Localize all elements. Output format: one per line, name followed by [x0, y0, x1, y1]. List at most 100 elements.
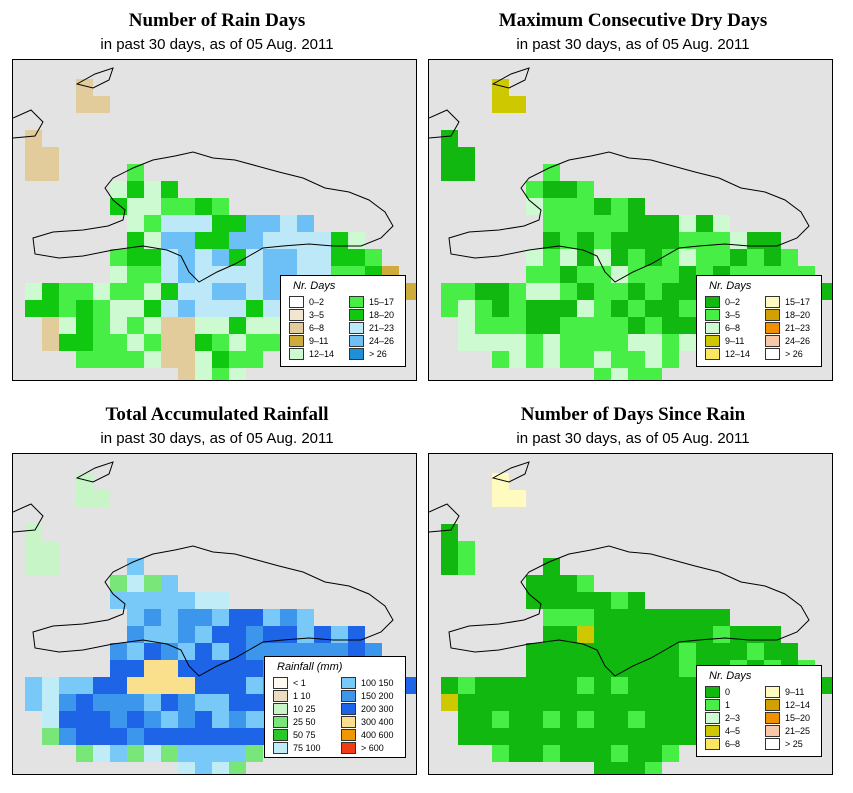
legend-swatch [349, 335, 364, 347]
grid-cell [509, 334, 526, 351]
grid-cell [611, 334, 628, 351]
legend-label: < 1 [293, 678, 306, 688]
legend-swatch [341, 703, 356, 715]
legend-item: 15–17 [765, 296, 825, 308]
grid-cell [365, 249, 382, 266]
legend-title: Nr. Days [709, 670, 752, 682]
legend-item: > 600 [341, 742, 401, 754]
grid-cell [212, 745, 229, 762]
grid-cell [144, 266, 161, 283]
grid-cell [475, 300, 492, 317]
grid-cell [611, 694, 628, 711]
grid-cell [161, 728, 178, 745]
grid-cell [195, 351, 212, 368]
grid-cell [475, 317, 492, 334]
legend-swatch [705, 296, 720, 308]
panel-title: Maximum Consecutive Dry Days [498, 10, 768, 31]
grid-cell [594, 215, 611, 232]
grid-cell [161, 745, 178, 762]
grid-cell [594, 745, 611, 762]
grid-cell [594, 198, 611, 215]
legend-swatch [765, 309, 780, 321]
grid-cell [144, 181, 161, 198]
grid-cell [611, 317, 628, 334]
grid-cell [577, 283, 594, 300]
grid-cell [611, 626, 628, 643]
grid-cell [93, 677, 110, 694]
grid-cell [212, 694, 229, 711]
grid-cell [195, 198, 212, 215]
grid-cell [195, 745, 212, 762]
grid-cell [645, 232, 662, 249]
grid-cell [127, 626, 144, 643]
grid-cell [509, 728, 526, 745]
grid-cell [458, 728, 475, 745]
grid-cell [229, 351, 246, 368]
grid-cell [246, 745, 263, 762]
grid-cell [59, 300, 76, 317]
grid-cell [110, 266, 127, 283]
grid-cell [560, 283, 577, 300]
grid-cell [263, 609, 280, 626]
grid-cell [560, 198, 577, 215]
grid-cell [645, 626, 662, 643]
grid-cell [127, 609, 144, 626]
grid-cell [195, 762, 212, 774]
grid-cell [492, 351, 509, 368]
legend-item: 18–20 [765, 309, 825, 321]
legend-label: 200 300 [361, 704, 394, 714]
coastline [429, 503, 460, 533]
grid-cell [628, 334, 645, 351]
grid-cell [246, 300, 263, 317]
grid-cell [475, 711, 492, 728]
grid-cell [195, 249, 212, 266]
grid-cell [441, 130, 458, 147]
legend-swatch [765, 699, 780, 711]
grid-cell [594, 368, 611, 380]
grid-cell [645, 215, 662, 232]
grid-cell [543, 728, 560, 745]
grid-cell [42, 334, 59, 351]
grid-cell [229, 626, 246, 643]
grid-cell [526, 643, 543, 660]
grid-cell [441, 283, 458, 300]
legend-item: 75 100 [273, 742, 333, 754]
grid-cell [212, 232, 229, 249]
legend-label: 10 25 [293, 704, 316, 714]
grid-cell [144, 745, 161, 762]
grid-cell [212, 368, 229, 380]
grid-cell [161, 575, 178, 592]
grid-cell [560, 660, 577, 677]
legend-label: 6–8 [309, 323, 325, 333]
grid-cell [543, 351, 560, 368]
grid-cell [560, 232, 577, 249]
grid-cell [246, 643, 263, 660]
grid-map [13, 67, 416, 380]
grid-cell [696, 215, 713, 232]
grid-cell [492, 96, 509, 113]
grid-cell [594, 626, 611, 643]
grid-cell [628, 762, 645, 774]
legend-label: 0–2 [725, 297, 741, 307]
grid-cell [110, 334, 127, 351]
grid-cell [679, 232, 696, 249]
panel-subtitle: in past 30 days, as of 05 Aug. 2011 [516, 430, 750, 447]
grid-cell [42, 677, 59, 694]
grid-cell [696, 643, 713, 660]
grid-cell [212, 249, 229, 266]
legend-swatch [289, 296, 304, 308]
legend-item: 10 25 [273, 703, 333, 715]
grid-cell [509, 300, 526, 317]
grid-cell [577, 334, 594, 351]
grid-cell [645, 368, 662, 380]
island-outline [32, 151, 394, 283]
grid-cell [577, 745, 594, 762]
grid-cell [212, 283, 229, 300]
grid-cell [543, 181, 560, 198]
grid-cell [127, 249, 144, 266]
grid-cell [611, 609, 628, 626]
grid-cell [161, 317, 178, 334]
grid-cell [747, 643, 764, 660]
grid-cell [144, 626, 161, 643]
grid-cell [679, 300, 696, 317]
